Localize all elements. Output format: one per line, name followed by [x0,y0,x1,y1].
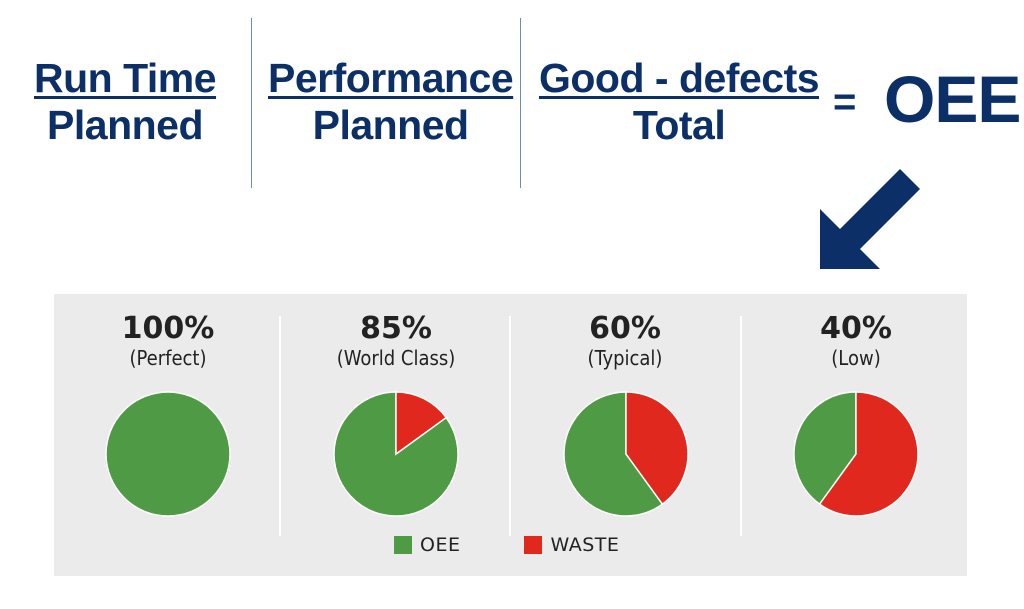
legend-swatch-oee [394,536,412,554]
pie-chart-world-class [333,391,459,517]
formula-divider [520,18,521,188]
oee-result-label: OEE [884,62,1021,136]
oee-case-perfect: 100% (Perfect) [54,312,282,369]
chart-legend: OEE WASTE [394,534,619,556]
oee-percent: 85% [360,311,432,346]
formula-denominator: Total [632,102,726,148]
arrow-down-left-icon [820,169,920,269]
legend-item-oee: OEE [394,534,460,556]
column-divider [509,316,511,536]
formula-term-run-time: Run Time Planned [34,55,217,148]
pie-slice-oee [793,391,857,506]
oee-case-low: 40% (Low) [742,312,970,369]
oee-case-label: (World Class) [336,346,456,370]
column-divider [740,316,742,536]
legend-swatch-waste [524,536,543,554]
pie-chart-low [793,391,919,517]
oee-case-label: (Low) [831,346,881,370]
oee-case-typical: 60% (Typical) [511,312,739,369]
pie-slice-oee [563,391,664,517]
formula-numerator: Run Time [34,55,217,101]
formula-numerator: Good - defects [539,55,820,101]
pie-slice-waste [818,391,919,517]
oee-percent: 60% [589,311,661,346]
formula-numerator: Performance [268,55,514,101]
pie-chart-typical [563,391,689,517]
column-divider [279,316,281,536]
pie-slice-waste [395,391,448,456]
pie-slice-oee [105,391,231,517]
oee-case-label: (Typical) [587,346,663,370]
oee-case-world-class: 85% (World Class) [282,312,510,369]
formula-term-quality: Good - defects Total [539,55,820,148]
oee-percent: 40% [820,311,892,346]
legend-label: OEE [420,534,461,556]
legend-label: WASTE [550,534,620,556]
formula-term-performance: Performance Planned [268,55,514,148]
legend-item-waste: WASTE [524,534,619,556]
equals-sign: = [833,80,857,124]
oee-case-label: (Perfect) [129,346,207,370]
formula-denominator: Planned [312,102,469,148]
formula-denominator: Planned [47,102,204,148]
pie-chart-perfect [105,391,231,517]
pie-slice-waste [625,391,689,506]
oee-pie-panel: 100% (Perfect) 85% (World Class) 60% (Ty… [54,294,967,576]
formula-divider [251,18,252,188]
oee-percent: 100% [121,311,215,346]
